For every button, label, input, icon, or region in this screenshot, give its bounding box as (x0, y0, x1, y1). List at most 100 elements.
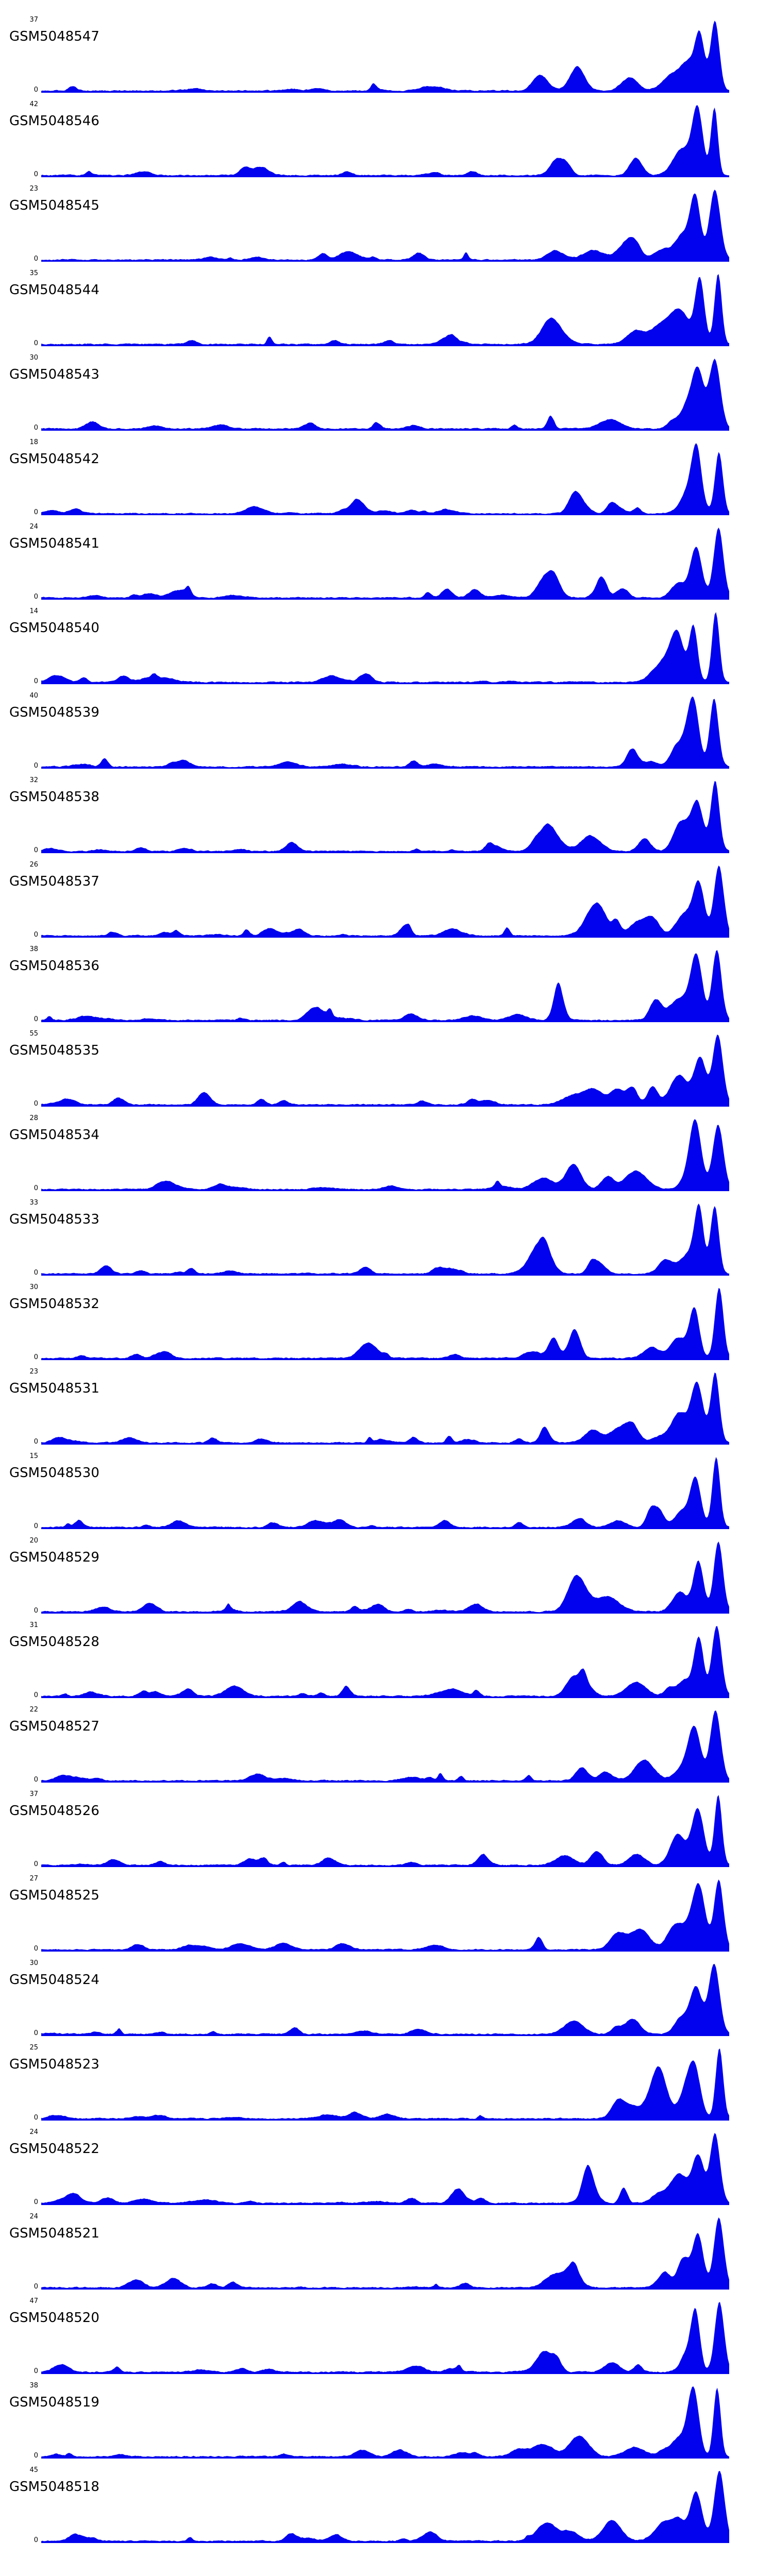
coverage-area-plot (41, 105, 729, 177)
yaxis-zero-label: 0 (33, 846, 38, 854)
coverage-area-plot (41, 1372, 729, 1445)
coverage-area-plot (41, 1119, 729, 1191)
track-row: GSM5048546 42 0 (0, 100, 773, 184)
track-row: GSM5048530 15 0 (0, 1452, 773, 1536)
yaxis-zero-label: 0 (33, 1184, 38, 1192)
sample-id-label: GSM5048525 (9, 1888, 99, 1903)
coverage-area-plot (41, 1035, 729, 1107)
yaxis-max-label: 27 (29, 1875, 38, 1883)
track-row: GSM5048521 24 0 (0, 2212, 773, 2297)
sample-id-label: GSM5048528 (9, 1634, 99, 1650)
yaxis-max-label: 37 (29, 16, 38, 24)
yaxis-zero-label: 0 (33, 1015, 38, 1023)
coverage-area-plot (41, 2048, 729, 2121)
track-row: GSM5048528 31 0 (0, 1621, 773, 1705)
sample-id-label: GSM5048545 (9, 198, 99, 213)
coverage-area-plot (41, 1204, 729, 1276)
sample-id-label: GSM5048546 (9, 113, 99, 129)
yaxis-zero-label: 0 (33, 1522, 38, 1530)
coverage-area-plot (41, 1964, 729, 2036)
sample-id-label: GSM5048524 (9, 1972, 99, 1988)
coverage-area-plot (41, 1288, 729, 1360)
coverage-area-plot (41, 443, 729, 515)
track-row: GSM5048540 14 0 (0, 607, 773, 691)
sample-id-label: GSM5048538 (9, 789, 99, 805)
track-row: GSM5048543 30 0 (0, 353, 773, 438)
yaxis-zero-label: 0 (33, 1438, 38, 1446)
sample-id-label: GSM5048519 (9, 2395, 99, 2410)
yaxis-max-label: 26 (29, 861, 38, 869)
track-row: GSM5048522 24 0 (0, 2128, 773, 2212)
track-row: GSM5048529 20 0 (0, 1536, 773, 1621)
yaxis-max-label: 18 (29, 438, 38, 446)
sample-id-label: GSM5048541 (9, 536, 99, 551)
yaxis-zero-label: 0 (33, 86, 38, 94)
sample-id-label: GSM5048529 (9, 1550, 99, 1565)
coverage-area-plot (41, 21, 729, 93)
yaxis-zero-label: 0 (33, 677, 38, 685)
track-row: GSM5048538 32 0 (0, 776, 773, 860)
yaxis-max-label: 37 (29, 1790, 38, 1798)
sample-id-label: GSM5048534 (9, 1127, 99, 1143)
yaxis-max-label: 25 (29, 2044, 38, 2052)
yaxis-zero-label: 0 (33, 2114, 38, 2122)
coverage-area-plot (41, 1795, 729, 1867)
track-row: GSM5048541 24 0 (0, 522, 773, 607)
yaxis-max-label: 45 (29, 2466, 38, 2474)
sample-id-label: GSM5048522 (9, 2141, 99, 2157)
coverage-area-plot (41, 1710, 729, 1783)
sample-id-label: GSM5048527 (9, 1719, 99, 1734)
coverage-area-plot (41, 1879, 729, 1952)
coverage-area-plot (41, 2217, 729, 2290)
yaxis-max-label: 14 (29, 607, 38, 615)
coverage-area-plot (41, 697, 729, 769)
yaxis-max-label: 40 (29, 692, 38, 700)
yaxis-zero-label: 0 (33, 2029, 38, 2037)
yaxis-zero-label: 0 (33, 1353, 38, 1361)
yaxis-zero-label: 0 (33, 1860, 38, 1868)
coverage-area-plot (41, 274, 729, 346)
yaxis-zero-label: 0 (33, 2536, 38, 2544)
track-row: GSM5048532 30 0 (0, 1283, 773, 1367)
yaxis-zero-label: 0 (33, 2283, 38, 2291)
track-row: GSM5048547 37 0 (0, 15, 773, 100)
coverage-area-plot (41, 781, 729, 853)
track-row: GSM5048518 45 0 (0, 2466, 773, 2550)
yaxis-max-label: 24 (29, 2128, 38, 2136)
sample-id-label: GSM5048540 (9, 620, 99, 636)
sample-id-label: GSM5048518 (9, 2479, 99, 2495)
yaxis-max-label: 23 (29, 185, 38, 193)
yaxis-zero-label: 0 (33, 1776, 38, 1784)
yaxis-max-label: 24 (29, 2213, 38, 2221)
yaxis-zero-label: 0 (33, 1100, 38, 1108)
sample-id-label: GSM5048543 (9, 367, 99, 382)
yaxis-zero-label: 0 (33, 762, 38, 770)
sample-id-label: GSM5048539 (9, 705, 99, 720)
yaxis-zero-label: 0 (33, 340, 38, 347)
coverage-area-plot (41, 1541, 729, 1614)
yaxis-zero-label: 0 (33, 1945, 38, 1953)
yaxis-max-label: 20 (29, 1537, 38, 1545)
track-row: GSM5048537 26 0 (0, 860, 773, 945)
yaxis-zero-label: 0 (33, 931, 38, 939)
yaxis-max-label: 33 (29, 1199, 38, 1207)
yaxis-zero-label: 0 (33, 424, 38, 432)
yaxis-zero-label: 0 (33, 2452, 38, 2460)
coverage-area-plot (41, 359, 729, 431)
sample-id-label: GSM5048526 (9, 1803, 99, 1819)
track-row: GSM5048519 38 0 (0, 2381, 773, 2466)
track-row: GSM5048531 23 0 (0, 1367, 773, 1452)
yaxis-max-label: 30 (29, 1283, 38, 1291)
sample-id-label: GSM5048523 (9, 2057, 99, 2072)
track-row: GSM5048535 55 0 (0, 1029, 773, 1114)
track-row: GSM5048524 30 0 (0, 1959, 773, 2043)
coverage-area-plot (41, 528, 729, 600)
sample-id-label: GSM5048533 (9, 1212, 99, 1227)
yaxis-zero-label: 0 (33, 593, 38, 601)
yaxis-max-label: 47 (29, 2297, 38, 2305)
yaxis-max-label: 55 (29, 1030, 38, 1038)
yaxis-max-label: 30 (29, 354, 38, 362)
sample-id-label: GSM5048547 (9, 29, 99, 44)
track-row: GSM5048526 37 0 (0, 1790, 773, 1874)
track-row: GSM5048525 27 0 (0, 1874, 773, 1959)
